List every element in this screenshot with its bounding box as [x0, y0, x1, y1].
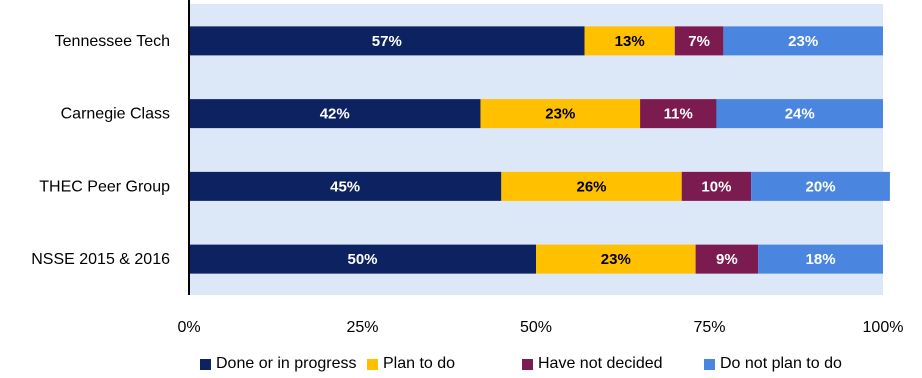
- bar-segment: [480, 99, 641, 129]
- data-label: 57%: [372, 33, 402, 50]
- data-label: 18%: [806, 251, 836, 268]
- data-label: 23%: [788, 33, 818, 50]
- category-label: THEC Peer Group: [39, 178, 170, 195]
- legend-label: Have not decided: [538, 355, 663, 372]
- x-tick-label: 50%: [520, 319, 552, 336]
- bar-segment: [723, 26, 883, 56]
- x-tick-label: 0%: [177, 319, 200, 336]
- bar-segment: [584, 26, 675, 56]
- bar-segment: [189, 26, 585, 56]
- data-label: 13%: [615, 33, 645, 50]
- legend-item: Plan to do: [367, 355, 455, 373]
- legend-swatch: [522, 358, 533, 370]
- bar-segment: [501, 171, 682, 201]
- data-label: 23%: [545, 106, 575, 123]
- data-label: 24%: [785, 106, 815, 123]
- chart-legend: Done or in progress Plan to do Have not de…: [0, 355, 922, 377]
- data-label: 7%: [688, 33, 710, 50]
- legend-label: Plan to do: [383, 355, 456, 372]
- data-label: 45%: [330, 178, 360, 195]
- bar-segment: [674, 26, 724, 56]
- bar-segment: [189, 171, 502, 201]
- legend-item: Do not plan to do: [704, 355, 842, 373]
- data-label: 20%: [806, 178, 836, 195]
- data-label: 9%: [716, 251, 738, 268]
- legend-swatch: [200, 358, 211, 370]
- data-label: 23%: [601, 251, 631, 268]
- bar-segment: [681, 171, 752, 201]
- stacked-bar-chart: Tennessee Tech 57% 13% 7% 23% Carnegie Class 4…: [31, 0, 904, 336]
- legend-label: Do not plan to do: [720, 355, 842, 372]
- bar-segment: [640, 99, 717, 129]
- bar-segment: [751, 171, 890, 201]
- data-label: 26%: [577, 178, 607, 195]
- data-label: 42%: [320, 106, 350, 123]
- x-tick-label: 25%: [346, 319, 378, 336]
- bar-segment: [695, 244, 759, 274]
- legend-item: Have not decided: [522, 355, 663, 373]
- x-tick-label: 100%: [863, 319, 904, 336]
- legend-swatch: [367, 358, 378, 370]
- legend-label: Done or in progress: [216, 355, 357, 372]
- category-label: Carnegie Class: [61, 106, 170, 123]
- category-label: NSSE 2015 & 2016: [31, 251, 170, 268]
- legend-swatch: [704, 358, 715, 370]
- category-label: Tennessee Tech: [55, 33, 170, 50]
- x-tick-label: 75%: [693, 319, 725, 336]
- bar-segment: [716, 99, 883, 129]
- data-label: 50%: [347, 251, 377, 268]
- bar-segment: [758, 244, 883, 274]
- data-label: 11%: [664, 106, 693, 123]
- bar-segment: [189, 244, 536, 274]
- data-label: 10%: [701, 178, 731, 195]
- bar-segment: [189, 99, 481, 129]
- bar-segment: [536, 244, 696, 274]
- legend-item: Done or in progress: [200, 355, 357, 373]
